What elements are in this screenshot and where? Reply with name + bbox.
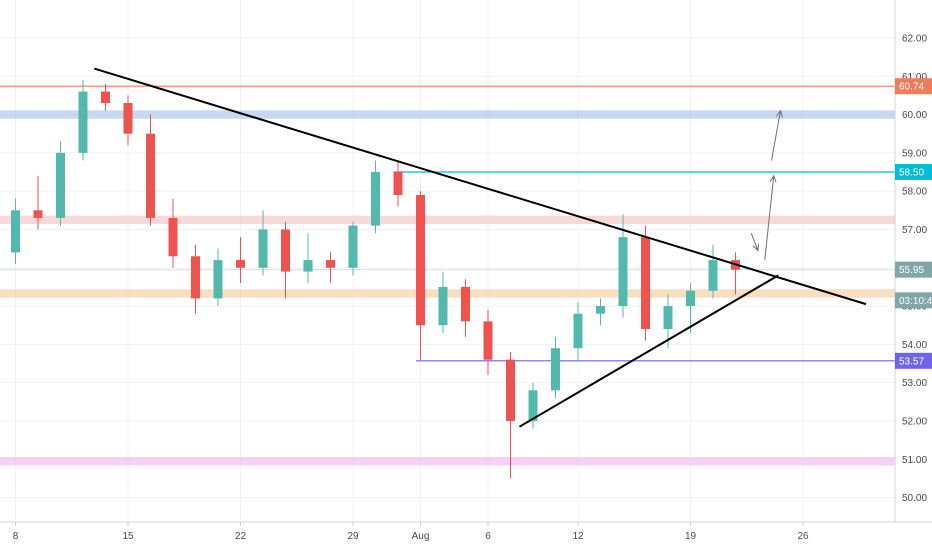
level-label: 60.74	[899, 82, 924, 93]
candle-down	[146, 133, 155, 218]
time-tick-label: 26	[797, 531, 809, 542]
candle-down	[101, 91, 110, 104]
trendline-ascending-support	[518, 274, 779, 428]
candle-down	[326, 260, 335, 268]
candle-up	[596, 306, 605, 314]
candle-up	[348, 225, 358, 268]
candle-up	[303, 260, 313, 272]
candle-down	[641, 237, 650, 330]
time-tick-label: 8	[13, 531, 19, 542]
level-label: 58.50	[899, 168, 924, 179]
time-axis: 8 15 22 29 Aug 6 12 19 26	[0, 521, 932, 550]
candle-up	[708, 260, 718, 291]
candle-down	[393, 172, 403, 195]
candle-down	[483, 321, 493, 360]
trendlines	[93, 67, 867, 428]
candle-up	[371, 172, 380, 226]
projection-arrows	[750, 109, 783, 261]
price-axis: 62.0061.0060.0059.0058.0057.0056.0055.00…	[894, 0, 932, 550]
level-tag	[895, 352, 932, 369]
candle-down	[416, 194, 425, 326]
candle-down	[506, 359, 515, 421]
candles	[11, 80, 740, 479]
time-tick-label: 29	[347, 531, 359, 542]
price-tick-label: 54.00	[902, 340, 927, 351]
candle-up	[618, 237, 628, 307]
price-tick-label: 62.00	[902, 33, 927, 44]
candle-down	[123, 103, 133, 134]
level-tag	[895, 78, 932, 95]
time-axis-background	[0, 522, 932, 550]
arrow-head	[769, 174, 777, 183]
level-zone	[0, 215, 895, 225]
arrow-head	[775, 109, 783, 118]
time-tick-label: Aug	[412, 531, 430, 542]
price-tick-label: 52.00	[902, 416, 927, 427]
arrow-shaft	[750, 233, 759, 251]
arrow-head	[752, 243, 760, 252]
level-tag	[895, 164, 932, 180]
time-tick-label: 22	[235, 531, 247, 542]
price-tick-label: 59.00	[902, 148, 927, 159]
price-tick-label: 58.00	[902, 187, 927, 198]
trendline-descending-resistance	[93, 67, 867, 306]
candle-up	[573, 313, 583, 349]
arrow-shaft	[764, 175, 775, 261]
candle-up	[438, 286, 448, 326]
candle-up	[528, 390, 538, 421]
price-tick-label: 53.00	[902, 378, 927, 389]
candle-up	[213, 260, 223, 299]
level-zone	[0, 456, 895, 466]
candle-down	[461, 286, 470, 322]
price-tick-label: 61.00	[902, 72, 927, 83]
countdown-label: 03:10:47	[899, 296, 932, 307]
candle-down	[191, 256, 200, 299]
price-tick-label: 60.00	[902, 110, 927, 121]
candle-up	[56, 152, 65, 218]
candle-down	[236, 260, 245, 268]
candle-down	[168, 217, 178, 257]
last-price-label: 55.95	[899, 265, 924, 276]
candle-up	[78, 91, 88, 153]
time-tick-label: 12	[572, 531, 584, 542]
time-tick-label: 15	[122, 531, 134, 542]
last-price-tag	[895, 261, 932, 278]
time-tick-label: 19	[685, 531, 697, 542]
price-tick-label: 57.00	[902, 225, 927, 236]
candle-down	[33, 210, 43, 218]
candle-up	[663, 306, 673, 330]
price-tick-label: 51.00	[902, 455, 927, 466]
candle-up	[258, 229, 268, 268]
candle-down	[281, 229, 290, 272]
candle-up	[686, 290, 695, 307]
countdown-tag	[895, 292, 932, 309]
candle-up	[551, 348, 560, 391]
arrow-shaft	[771, 110, 781, 161]
price-tick-label: 50.00	[902, 493, 927, 504]
level-zone	[0, 110, 895, 119]
grid	[0, 0, 895, 522]
level-label: 53.57	[899, 356, 924, 367]
horizontal-levels	[0, 85, 895, 466]
time-tick-label: 6	[485, 531, 491, 542]
candle-up	[11, 210, 20, 253]
